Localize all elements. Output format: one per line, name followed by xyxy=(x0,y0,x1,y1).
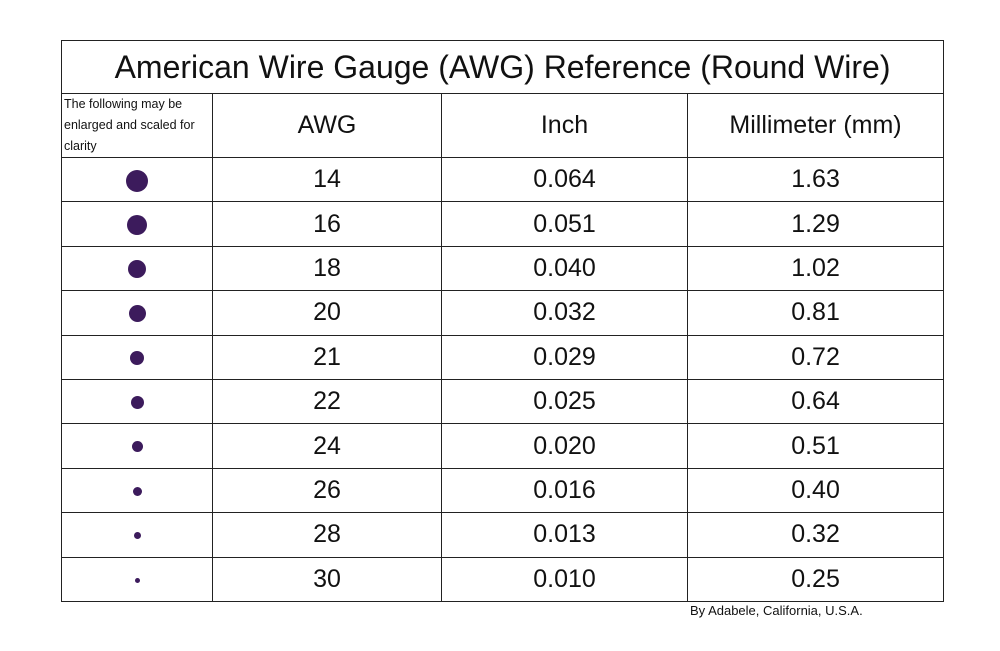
table-body: American Wire Gauge (AWG) Reference (Rou… xyxy=(60,40,945,602)
data-cell: 14 xyxy=(212,156,442,203)
wire-dot xyxy=(128,305,146,323)
data-cell: 0.025 xyxy=(441,378,688,425)
data-cell: 0.64 xyxy=(686,378,945,425)
wire-dot xyxy=(131,441,143,453)
wire-dot xyxy=(128,260,146,279)
data-cell: 0.016 xyxy=(441,467,688,514)
data-cell: 0.81 xyxy=(686,290,945,336)
data-cell: 0.029 xyxy=(441,334,688,380)
data-cell: 30 xyxy=(212,556,442,602)
wire-icon-cell xyxy=(61,334,213,380)
data-row: 22 0.025 0.64 xyxy=(61,378,945,425)
header-cell: Inch xyxy=(441,93,688,158)
data-cell: 0.51 xyxy=(686,423,945,469)
wire-icon-cell xyxy=(61,467,213,514)
header-row: The following may be enlarged and scaled… xyxy=(61,93,945,158)
data-cell: 24 xyxy=(212,423,442,469)
data-row: 20 0.032 0.81 xyxy=(61,290,945,336)
data-cell: 18 xyxy=(212,245,442,292)
data-cell: 1.63 xyxy=(686,156,945,203)
title-row: American Wire Gauge (AWG) Reference (Rou… xyxy=(60,40,945,94)
table-title: American Wire Gauge (AWG) Reference (Rou… xyxy=(60,40,945,94)
data-cell: 1.02 xyxy=(686,245,945,292)
data-cell: 20 xyxy=(212,290,442,336)
wire-dot xyxy=(127,214,147,235)
wire-icon-cell xyxy=(61,378,213,425)
data-row: 24 0.020 0.51 xyxy=(61,423,945,469)
data-row: 18 0.040 1.02 xyxy=(61,245,945,292)
wire-icon-cell xyxy=(61,556,213,602)
wire-icon-cell xyxy=(61,201,213,247)
footer: By Adabele, California, U.S.A. xyxy=(690,603,863,618)
data-cell: 28 xyxy=(212,512,442,558)
wire-dot xyxy=(130,396,144,410)
wire-icon-cell xyxy=(61,423,213,469)
data-row: 14 0.064 1.63 xyxy=(61,156,945,203)
data-row: 21 0.029 0.72 xyxy=(61,334,945,380)
data-cell: 0.020 xyxy=(441,423,688,469)
data-row: 26 0.016 0.40 xyxy=(61,467,945,514)
data-cell: 26 xyxy=(212,467,442,514)
header-cell: AWG xyxy=(212,93,442,158)
data-cell: 1.29 xyxy=(686,201,945,247)
header-cell: Millimeter (mm) xyxy=(686,93,945,158)
wire-icon-cell xyxy=(61,245,213,292)
wire-dot xyxy=(132,486,142,496)
awg-table: American Wire Gauge (AWG) Reference (Rou… xyxy=(60,40,945,602)
wire-dot xyxy=(133,532,141,540)
data-cell: 16 xyxy=(212,201,442,247)
data-cell: 0.25 xyxy=(686,556,945,602)
wire-dot xyxy=(126,169,148,192)
data-cell: 21 xyxy=(212,334,442,380)
data-cell: 0.32 xyxy=(686,512,945,558)
data-cell: 0.051 xyxy=(441,201,688,247)
wire-dot xyxy=(134,577,140,583)
data-row: 28 0.013 0.32 xyxy=(61,512,945,558)
wire-dot xyxy=(130,351,144,366)
data-cell: 0.72 xyxy=(686,334,945,380)
data-cell: 0.40 xyxy=(686,467,945,514)
data-cell: 0.010 xyxy=(441,556,688,602)
wire-icon-cell xyxy=(61,156,213,203)
data-cell: 0.032 xyxy=(441,290,688,336)
wire-icon-cell xyxy=(61,290,213,336)
data-cell: 22 xyxy=(212,378,442,425)
data-row: 16 0.051 1.29 xyxy=(61,201,945,247)
data-cell: 0.064 xyxy=(441,156,688,203)
wire-icon-cell xyxy=(61,512,213,558)
data-row: 30 0.010 0.25 xyxy=(61,556,945,602)
data-cell: 0.013 xyxy=(441,512,688,558)
data-cell: 0.040 xyxy=(441,245,688,292)
header-note: The following may be enlarged and scaled… xyxy=(61,93,213,158)
